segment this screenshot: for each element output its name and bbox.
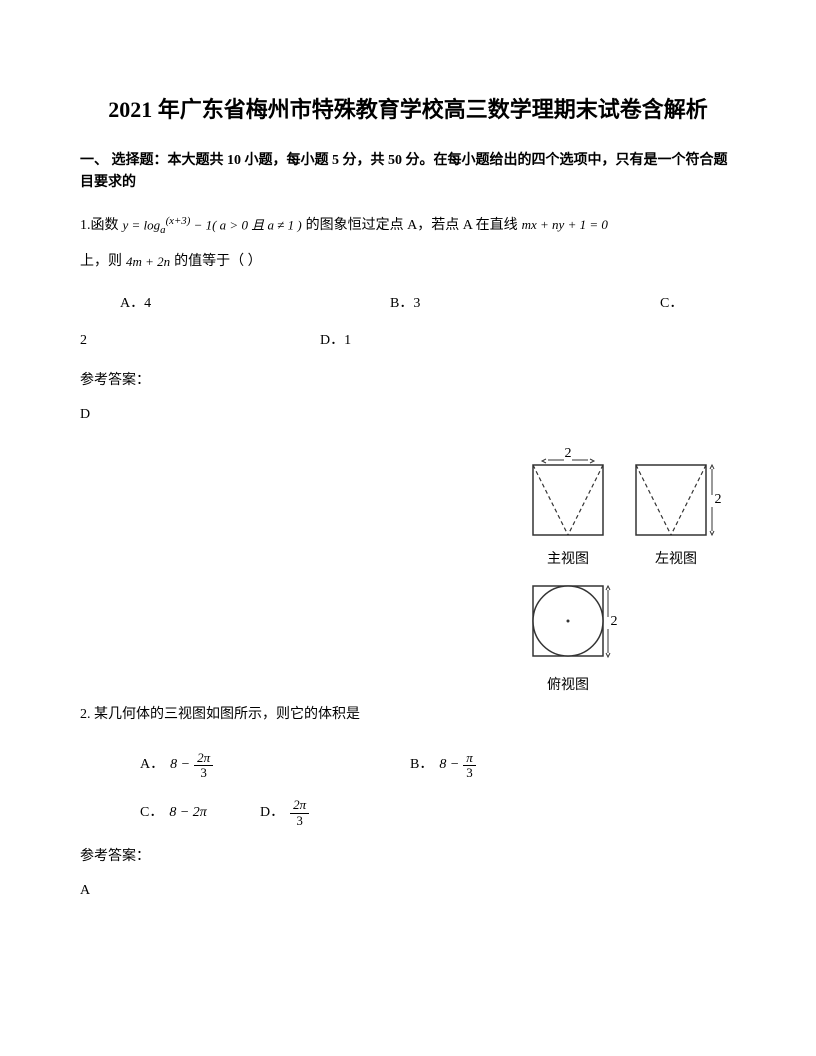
q1-formula2: mx + ny + 1 = 0 bbox=[522, 215, 608, 236]
q1-optD-val: 1 bbox=[344, 333, 351, 348]
q1-optC-label: C． bbox=[660, 296, 683, 311]
q1-optB-label: B． bbox=[390, 296, 413, 311]
q2-optD-label: D． bbox=[260, 802, 284, 824]
top-dim-side: 2 bbox=[611, 614, 618, 629]
q2-optC-text: 8 − 2π bbox=[169, 802, 206, 824]
left-view-label: 左视图 bbox=[626, 549, 726, 571]
page-title: 2021 年广东省梅州市特殊教育学校高三数学理期末试卷含解析 bbox=[80, 95, 736, 126]
q2-optB-den: 3 bbox=[463, 766, 476, 780]
front-view-label: 主视图 bbox=[518, 549, 618, 571]
front-view-box: 2 主视图 bbox=[518, 447, 618, 571]
q1-optA-val: 4 bbox=[144, 296, 151, 311]
q2-answer-label: 参考答案： bbox=[80, 846, 736, 868]
q1-optD: D．1 bbox=[320, 330, 351, 352]
q1-options-row2: 2 D．1 bbox=[80, 330, 736, 352]
left-view-svg: 2 bbox=[626, 447, 726, 547]
q1-number: 1. bbox=[80, 215, 91, 237]
front-dim-top: 2 bbox=[565, 447, 572, 461]
q2-optB-num: π bbox=[463, 751, 476, 766]
left-dim-side: 2 bbox=[715, 492, 722, 507]
q1-line2-pre: 上，则 bbox=[80, 251, 122, 273]
q2-optA-pre: 8 − bbox=[170, 754, 190, 776]
q2-optD-num: 2π bbox=[290, 798, 309, 813]
left-view-box: 2 左视图 bbox=[626, 447, 726, 571]
q1-formula3: 4m + 2n bbox=[126, 252, 170, 273]
q2-stem-text: 某几何体的三视图如图所示，则它的体积是 bbox=[94, 707, 360, 722]
q2-optD: D． 2π 3 bbox=[260, 798, 313, 828]
q2-optD-frac: 2π 3 bbox=[290, 798, 309, 828]
q1-mid1: 的图象恒过定点 A，若点 A 在直线 bbox=[306, 215, 518, 237]
q1-optB-val: 3 bbox=[413, 296, 420, 311]
q1-optA-label: A． bbox=[120, 296, 144, 311]
three-views: 2 主视图 2 bbox=[518, 447, 726, 698]
top-view-box: 2 俯视图 bbox=[518, 573, 618, 697]
q2-optA-frac: 2π 3 bbox=[194, 751, 213, 781]
top-view-svg: 2 bbox=[518, 573, 618, 673]
front-view-svg: 2 bbox=[518, 447, 618, 547]
q1-formula1: y = loga(x+3) − 1( a > 0 且 a ≠ 1 ) bbox=[123, 213, 302, 239]
q1-line2: 上，则 4m + 2n 的值等于（ ） bbox=[80, 251, 736, 273]
question-1: 1. 函数 y = loga(x+3) − 1( a > 0 且 a ≠ 1 )… bbox=[80, 213, 736, 274]
q2-optB-label: B． bbox=[410, 754, 433, 776]
q2-stem: 2. 某几何体的三视图如图所示，则它的体积是 bbox=[80, 704, 360, 726]
q1-answer-label: 参考答案： bbox=[80, 370, 736, 392]
q2-answer-value: A bbox=[80, 880, 736, 902]
top-view-label: 俯视图 bbox=[518, 675, 618, 697]
q1-line2-post: 的值等于（ ） bbox=[174, 251, 262, 273]
q2-optA-label: A． bbox=[140, 754, 164, 776]
q1-line1: 1. 函数 y = loga(x+3) − 1( a > 0 且 a ≠ 1 )… bbox=[80, 213, 736, 239]
q2-options-row2: C． 8 − 2π D． 2π 3 bbox=[80, 798, 736, 828]
q2-optA: A． 8 − 2π 3 bbox=[140, 751, 410, 781]
q1-optC-val: 2 bbox=[80, 330, 320, 352]
q1-optB: B．3 bbox=[390, 293, 660, 315]
q2-figure-container: 2 主视图 2 bbox=[80, 447, 736, 727]
q1-optA: A．4 bbox=[120, 293, 390, 315]
q1-options-row1: A．4 B．3 C． bbox=[80, 293, 736, 315]
q1-answer-value: D bbox=[80, 404, 736, 426]
q2-options-row1: A． 8 − 2π 3 B． 8 − π 3 bbox=[80, 751, 736, 781]
q2-number: 2. bbox=[80, 707, 91, 722]
q2-optA-num: 2π bbox=[194, 751, 213, 766]
q1-optC-label-only: C． bbox=[660, 293, 683, 315]
q1-optD-label: D． bbox=[320, 333, 344, 348]
q2-optD-den: 3 bbox=[293, 814, 306, 828]
q1-pre-formula: 函数 bbox=[91, 215, 119, 237]
q2-optC-label: C． bbox=[140, 802, 163, 824]
section-header: 一、 选择题：本大题共 10 小题，每小题 5 分，共 50 分。在每小题给出的… bbox=[80, 150, 736, 195]
q2-optC: C． 8 − 2π bbox=[140, 802, 260, 824]
q2-options: A． 8 − 2π 3 B． 8 − π 3 C． 8 − 2π D． 2π 3 bbox=[80, 751, 736, 828]
q2-optB-pre: 8 − bbox=[439, 754, 459, 776]
q2-optA-den: 3 bbox=[197, 766, 210, 780]
q2-optB-frac: π 3 bbox=[463, 751, 476, 781]
q2-optB: B． 8 − π 3 bbox=[410, 751, 480, 781]
